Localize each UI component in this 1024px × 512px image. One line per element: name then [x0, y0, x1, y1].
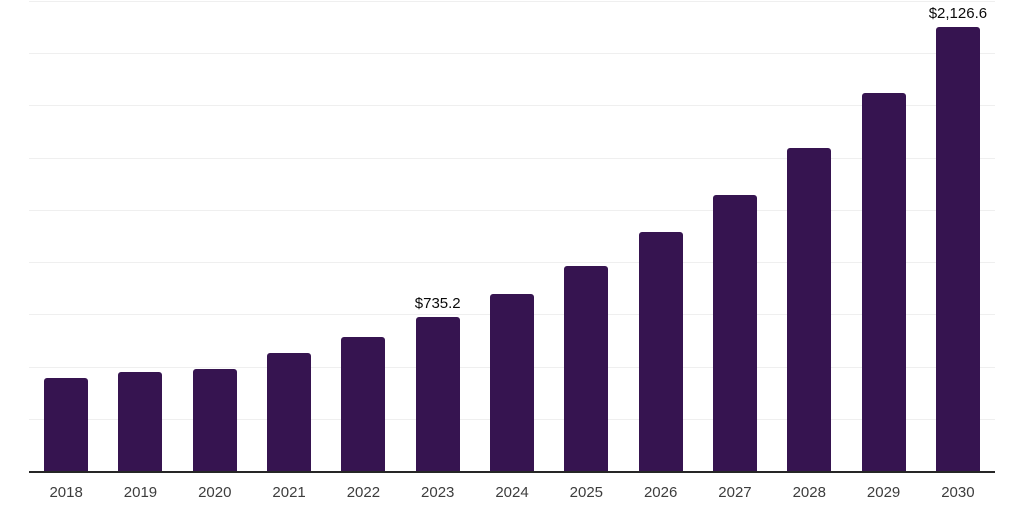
bar-2026[interactable] [638, 232, 683, 471]
bar-group-2025 [549, 1, 623, 471]
bar-2019[interactable] [118, 372, 163, 471]
bar-2022[interactable] [341, 336, 386, 471]
bar-2025[interactable] [564, 266, 609, 471]
bar-2024[interactable] [490, 293, 535, 471]
value-label-2023: $735.2 [414, 295, 461, 313]
bar-group-2022 [326, 1, 400, 471]
bar-group-2030: $2,126.6 [921, 1, 995, 471]
x-tick-label-2024: 2024 [495, 484, 529, 501]
x-tick-label-2026: 2026 [643, 484, 678, 501]
bar-group-2019 [103, 1, 177, 471]
x-tick-label-2025: 2025 [569, 484, 604, 501]
x-axis: 2018 2019 2020 2021 2022 2023 2024 2025 2026 2027… [29, 473, 995, 500]
bar-group-2026 [624, 1, 698, 471]
gridline-2000 [29, 53, 995, 55]
bar-group-2028 [772, 1, 846, 471]
bar-group-2024 [475, 1, 549, 471]
bar-group-2023: $735.2 [401, 1, 475, 471]
gridline-1500 [29, 157, 995, 159]
bar-2029[interactable] [861, 93, 906, 471]
x-tick-label-2020: 2020 [198, 484, 232, 501]
gridline-1000 [29, 262, 995, 264]
value-label-2030: $2,126.6 [928, 4, 988, 22]
bar-group-2027 [698, 1, 772, 471]
x-tick-label-2019: 2019 [123, 484, 158, 501]
bar-2020[interactable] [192, 369, 237, 471]
bar-2018[interactable] [44, 378, 89, 471]
bar-2021[interactable] [267, 353, 312, 471]
x-tick-label-2018: 2018 [49, 484, 83, 501]
gridline-1250 [29, 209, 995, 211]
x-tick-label-2030: 2030 [941, 484, 975, 501]
gridline-1750 [29, 105, 995, 107]
x-tick-label-2029: 2029 [866, 484, 901, 501]
x-tick-label-2028: 2028 [792, 484, 826, 501]
bar-group-2021 [252, 1, 326, 471]
bar-2027[interactable] [712, 194, 757, 471]
bar-group-2020 [178, 1, 252, 471]
x-tick-label-2027: 2027 [718, 484, 752, 501]
bar-2028[interactable] [787, 148, 832, 471]
bar-2023[interactable] [415, 317, 460, 471]
gridline-2250 [29, 1, 995, 2]
x-tick-label-2022: 2022 [346, 484, 381, 501]
plot-area: $735.2 $2,126.6 [29, 1, 995, 473]
x-tick-label-2023: 2023 [421, 484, 455, 501]
bar-group-2029 [846, 1, 920, 471]
bar-group-2018 [29, 1, 103, 471]
bar-2030[interactable] [935, 26, 980, 471]
x-tick-label-2021: 2021 [272, 484, 306, 501]
bars-layer: $735.2 $2,126.6 [29, 1, 995, 471]
